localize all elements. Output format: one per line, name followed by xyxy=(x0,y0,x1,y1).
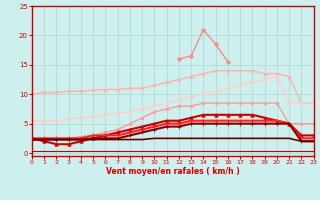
X-axis label: Vent moyen/en rafales ( km/h ): Vent moyen/en rafales ( km/h ) xyxy=(106,167,240,176)
